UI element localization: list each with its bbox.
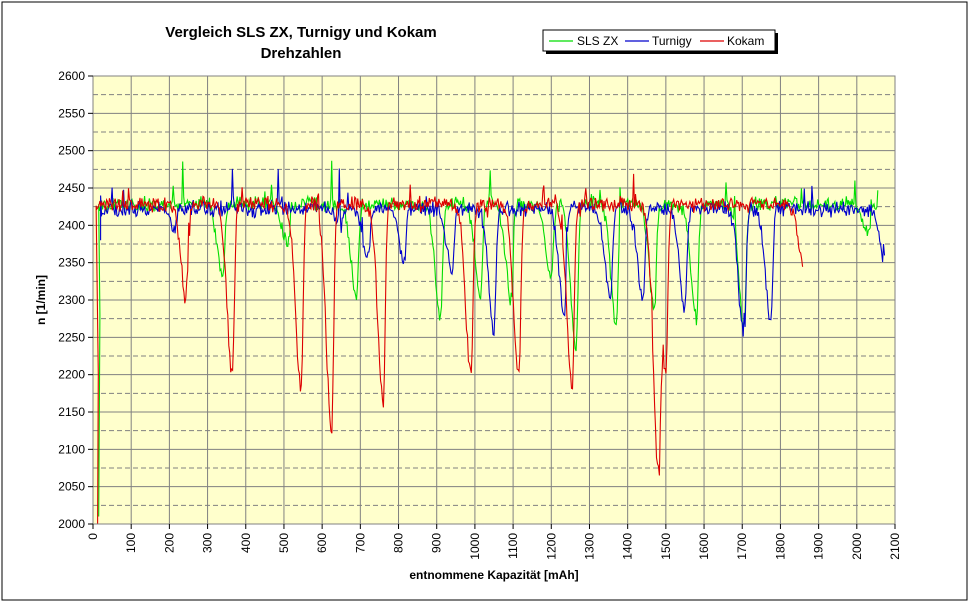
x-tick-label: 500	[277, 533, 291, 553]
x-tick-label: 1900	[812, 533, 826, 560]
x-tick-label: 1100	[506, 533, 520, 559]
x-tick-label: 1700	[735, 533, 749, 560]
chart-subtitle: Drehzahlen	[261, 45, 342, 62]
series-lines	[95, 160, 886, 525]
x-tick-label: 900	[430, 533, 444, 553]
gridlines	[93, 76, 895, 524]
x-tick-label: 0	[86, 533, 100, 540]
x-tick-label: 200	[162, 533, 176, 553]
x-axis-label: entnommene Kapazität [mAh]	[409, 568, 578, 582]
x-tick-label: 1400	[621, 533, 635, 560]
x-tick-label: 2000	[850, 533, 864, 560]
x-tick-label: 2100	[888, 533, 902, 560]
x-tick-label: 1200	[544, 533, 558, 560]
legend: SLS ZX Turnigy Kokam	[542, 29, 778, 54]
x-tick-label: 1600	[697, 533, 711, 560]
x-tick-label: 400	[239, 533, 253, 553]
x-axis-ticks: 0 100 200 300 400 500 600 700 800 900 1000 1100 1200…	[86, 524, 902, 560]
y-axis-label: n [1/min]	[34, 275, 48, 325]
x-tick-label: 1500	[659, 533, 673, 560]
y-tick-label: 2150	[58, 405, 85, 419]
series-line-turnigy	[100, 168, 886, 337]
y-tick-label: 2550	[58, 106, 85, 120]
y-tick-label: 2200	[58, 368, 85, 382]
chart-title: Vergleich SLS ZX, Turnigy und Kokam	[165, 24, 436, 41]
y-tick-label: 2600	[58, 69, 85, 83]
x-tick-label: 1000	[468, 533, 482, 560]
y-tick-label: 2250	[58, 330, 85, 344]
y-tick-label: 2450	[58, 181, 85, 195]
x-tick-label: 1800	[773, 533, 787, 560]
y-tick-label: 2300	[58, 293, 85, 307]
y-tick-label: 2500	[58, 144, 85, 158]
y-tick-label: 2100	[58, 442, 85, 456]
x-tick-label: 300	[201, 533, 215, 553]
y-tick-label: 2350	[58, 256, 85, 270]
y-tick-label: 2000	[58, 517, 85, 531]
legend-label-turnigy: Turnigy	[652, 34, 692, 48]
series-line-kokam	[95, 173, 804, 525]
x-tick-label: 800	[392, 533, 406, 553]
x-tick-label: 1300	[582, 533, 596, 560]
legend-box	[542, 29, 776, 52]
y-axis-ticks: 2000 2050 2100 2150 2200 2250 2300 2350 2400 2450…	[58, 69, 93, 531]
legend-label-sls-zx: SLS ZX	[577, 34, 618, 48]
legend-label-kokam: Kokam	[727, 34, 764, 48]
y-tick-label: 2400	[58, 218, 85, 232]
y-tick-label: 2050	[58, 480, 85, 494]
x-tick-label: 600	[315, 533, 329, 553]
x-tick-label: 700	[353, 533, 367, 553]
x-tick-label: 100	[124, 533, 138, 553]
